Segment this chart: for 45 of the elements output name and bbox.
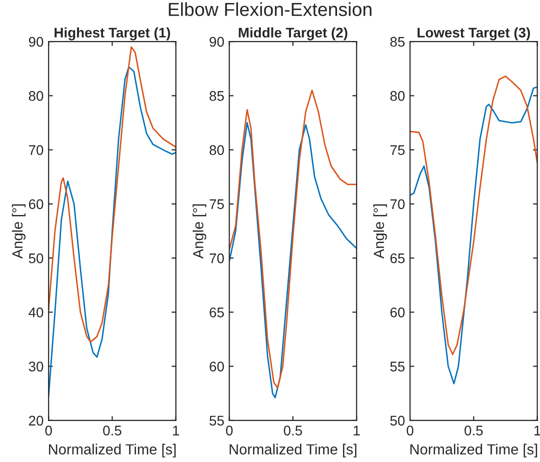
y-tick-label: 50 — [28, 253, 44, 264]
y-tick-label: 20 — [28, 416, 44, 426]
chart-title: Middle Target (2) — [238, 27, 348, 40]
x-axis-title: Normalized Time [s] — [410, 444, 538, 458]
y-tick-label: 65 — [390, 253, 405, 264]
x-tick-label: 0 — [226, 426, 233, 436]
y-tick-label: 30 — [28, 362, 44, 372]
y-tick-label: 70 — [29, 145, 44, 155]
text: Elbow Flexion-Extension — [168, 2, 372, 16]
y-tick-label: 80 — [210, 145, 224, 155]
y-tick-label: 65 — [210, 308, 224, 318]
y-tick-label: 70 — [210, 253, 224, 264]
y-tick-label: 90 — [28, 36, 44, 47]
y-tick-label: 75 — [390, 145, 405, 155]
y-tick-label: 50 — [390, 416, 405, 426]
x-tick-label: 1 — [534, 426, 540, 436]
chart-title: Highest Target (1) — [54, 27, 170, 40]
x-tick-label: 1 — [173, 426, 180, 436]
x-tick-label: 0.5 — [284, 426, 302, 436]
y-tick-label: 60 — [390, 308, 405, 318]
y-axis-title: Angle [°] — [12, 204, 26, 259]
x-tick-label: 0.5 — [103, 426, 122, 436]
y-tick-label: 40 — [28, 308, 44, 318]
y-tick-label: 55 — [390, 362, 405, 372]
y-tick-label: 85 — [390, 36, 405, 47]
x-axis-title: Normalized Time [s] — [49, 444, 176, 458]
y-axis-title: Angle [°] — [192, 204, 206, 259]
y-tick-label: 80 — [28, 91, 44, 101]
x-tick-label: 0 — [406, 426, 414, 436]
line-series — [48, 46, 176, 343]
y-tick-label: 90 — [210, 36, 224, 47]
x-tick-label: 0.5 — [464, 426, 483, 436]
y-tick-label: 80 — [390, 91, 405, 101]
y-axis-title: Angle [°] — [373, 204, 387, 259]
x-tick-label: 1 — [354, 426, 360, 436]
chart-title: Lowest Target (3) — [418, 27, 530, 40]
y-tick-label: 55 — [210, 416, 224, 426]
y-tick-label: 85 — [210, 91, 224, 101]
x-tick-label: 0 — [45, 426, 52, 436]
y-tick-label: 60 — [210, 362, 224, 372]
y-tick-label: 75 — [210, 199, 224, 210]
line-series — [48, 66, 176, 397]
y-tick-label: 60 — [28, 199, 44, 210]
y-tick-label: 70 — [390, 199, 405, 210]
x-axis-title: Normalized Time [s] — [230, 444, 356, 458]
